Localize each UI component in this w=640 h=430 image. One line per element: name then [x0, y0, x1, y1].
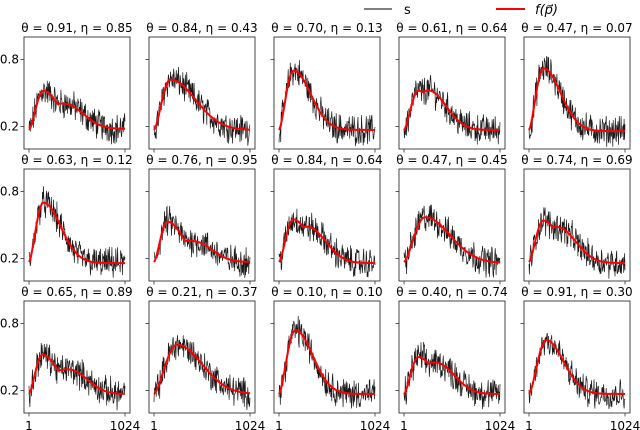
subplot-title: θ = 0.40, η = 0.74: [396, 285, 507, 299]
y-tick-label: 0.2: [0, 252, 19, 266]
axes-frame: [273, 36, 381, 150]
fit-line: [153, 343, 251, 395]
subplot: θ = 0.91, η = 0.85 0.2 0.8: [0, 21, 133, 153]
axes-frame: [398, 168, 506, 282]
fit-line: [28, 353, 125, 395]
y-tick-label: 0.8: [0, 316, 19, 330]
subplot: θ = 0.63, η = 0.12 0.2 0.8: [0, 153, 133, 285]
fit-line: [528, 67, 625, 133]
subplot: θ = 0.10, η = 0.10 1 1024: [270, 285, 391, 430]
subplot-title: θ = 0.47, η = 0.07: [521, 21, 632, 35]
x-tick-label: 1024: [235, 419, 266, 430]
axes-frame: [148, 168, 256, 282]
axes-frame: [148, 300, 256, 414]
fit-line: [528, 339, 625, 395]
x-tick-label: 1: [525, 419, 533, 430]
signal-line: [153, 66, 251, 146]
x-tick-label: 1024: [360, 419, 391, 430]
subplot-title: θ = 0.91, η = 0.30: [521, 285, 632, 299]
axes-frame: [398, 300, 506, 414]
y-tick-label: 0.2: [0, 120, 19, 134]
subplot-title: θ = 0.47, η = 0.45: [396, 153, 507, 167]
subplot-title: θ = 0.61, η = 0.64: [396, 21, 507, 35]
axes-frame: [523, 300, 631, 414]
fit-line: [528, 219, 625, 265]
x-tick-label: 1: [25, 419, 33, 430]
signal-line: [403, 74, 501, 145]
signal-line: [528, 207, 626, 279]
fit-line: [403, 355, 500, 395]
y-tick-label: 0.2: [0, 384, 19, 398]
signal-line: [403, 204, 501, 278]
axes-frame: [273, 300, 381, 414]
x-tick-label: 1: [400, 419, 408, 430]
legend-signal-label: s: [404, 3, 411, 18]
subplot-title: θ = 0.76, η = 0.95: [146, 153, 257, 167]
subplot-title: θ = 0.91, η = 0.85: [21, 21, 132, 35]
axes-frame: [23, 168, 131, 282]
fit-line: [403, 89, 500, 131]
axes-frame: [523, 36, 631, 150]
signal-line: [278, 60, 376, 147]
subplot: θ = 0.84, η = 0.43: [145, 21, 258, 153]
signal-line: [28, 342, 126, 411]
x-tick-label: 1024: [110, 419, 141, 430]
signal-line: [153, 335, 251, 411]
subplot-grid: θ = 0.91, η = 0.85 0.2 0.8 θ = 0.84, η = 0.…: [0, 21, 640, 430]
fit-line: [28, 201, 125, 265]
subplot-title: θ = 0.21, η = 0.37: [146, 285, 257, 299]
axes-frame: [398, 36, 506, 150]
fit-line: [278, 218, 375, 265]
x-tick-label: 1: [275, 419, 283, 430]
subplot: θ = 0.65, η = 0.89 0.2 0.8 1 1024: [0, 285, 140, 430]
subplot-title: θ = 0.10, η = 0.10: [271, 285, 382, 299]
x-tick-label: 1024: [485, 419, 516, 430]
subplot: θ = 0.47, η = 0.07: [520, 21, 633, 153]
signal-line: [278, 315, 376, 409]
subplot: θ = 0.70, η = 0.13: [270, 21, 383, 153]
axes-frame: [273, 168, 381, 282]
legend: s f(p⃗): [364, 3, 558, 18]
fit-line: [278, 329, 375, 395]
subplot-title: θ = 0.84, η = 0.64: [271, 153, 382, 167]
subplot: θ = 0.74, η = 0.69: [520, 153, 633, 285]
subplot: θ = 0.91, η = 0.30 1 1024: [520, 285, 640, 430]
subplot: θ = 0.61, η = 0.64: [395, 21, 508, 153]
signal-line: [403, 341, 501, 410]
y-tick-label: 0.8: [0, 52, 19, 66]
subplot: θ = 0.21, η = 0.37 1 1024: [145, 285, 266, 430]
subplot-title: θ = 0.70, η = 0.13: [271, 21, 382, 35]
subplot-title: θ = 0.84, η = 0.43: [146, 21, 257, 35]
fit-line: [403, 216, 501, 264]
subplot: θ = 0.76, η = 0.95: [145, 153, 258, 285]
axes-frame: [23, 300, 131, 414]
axes-frame: [148, 36, 256, 150]
subplot: θ = 0.47, η = 0.45: [395, 153, 508, 285]
signal-line: [153, 205, 251, 279]
subplot-title: θ = 0.65, η = 0.89: [21, 285, 132, 299]
subplot-title: θ = 0.63, η = 0.12: [21, 153, 132, 167]
x-tick-label: 1024: [610, 419, 640, 430]
signal-line: [528, 56, 626, 147]
axes-frame: [523, 168, 631, 282]
subplot: θ = 0.84, η = 0.64: [270, 153, 383, 285]
x-tick-label: 1: [150, 419, 158, 430]
fit-line: [278, 69, 375, 131]
subplot: θ = 0.40, η = 0.74 1 1024: [395, 285, 516, 430]
fit-line: [153, 78, 251, 131]
y-tick-label: 0.8: [0, 184, 19, 198]
subplot-title: θ = 0.74, η = 0.69: [521, 153, 632, 167]
legend-fit-label: f(p⃗): [535, 3, 558, 18]
fit-line: [153, 220, 251, 263]
signal-line: [28, 80, 126, 145]
axes-frame: [23, 36, 131, 150]
fit-line: [28, 89, 125, 131]
